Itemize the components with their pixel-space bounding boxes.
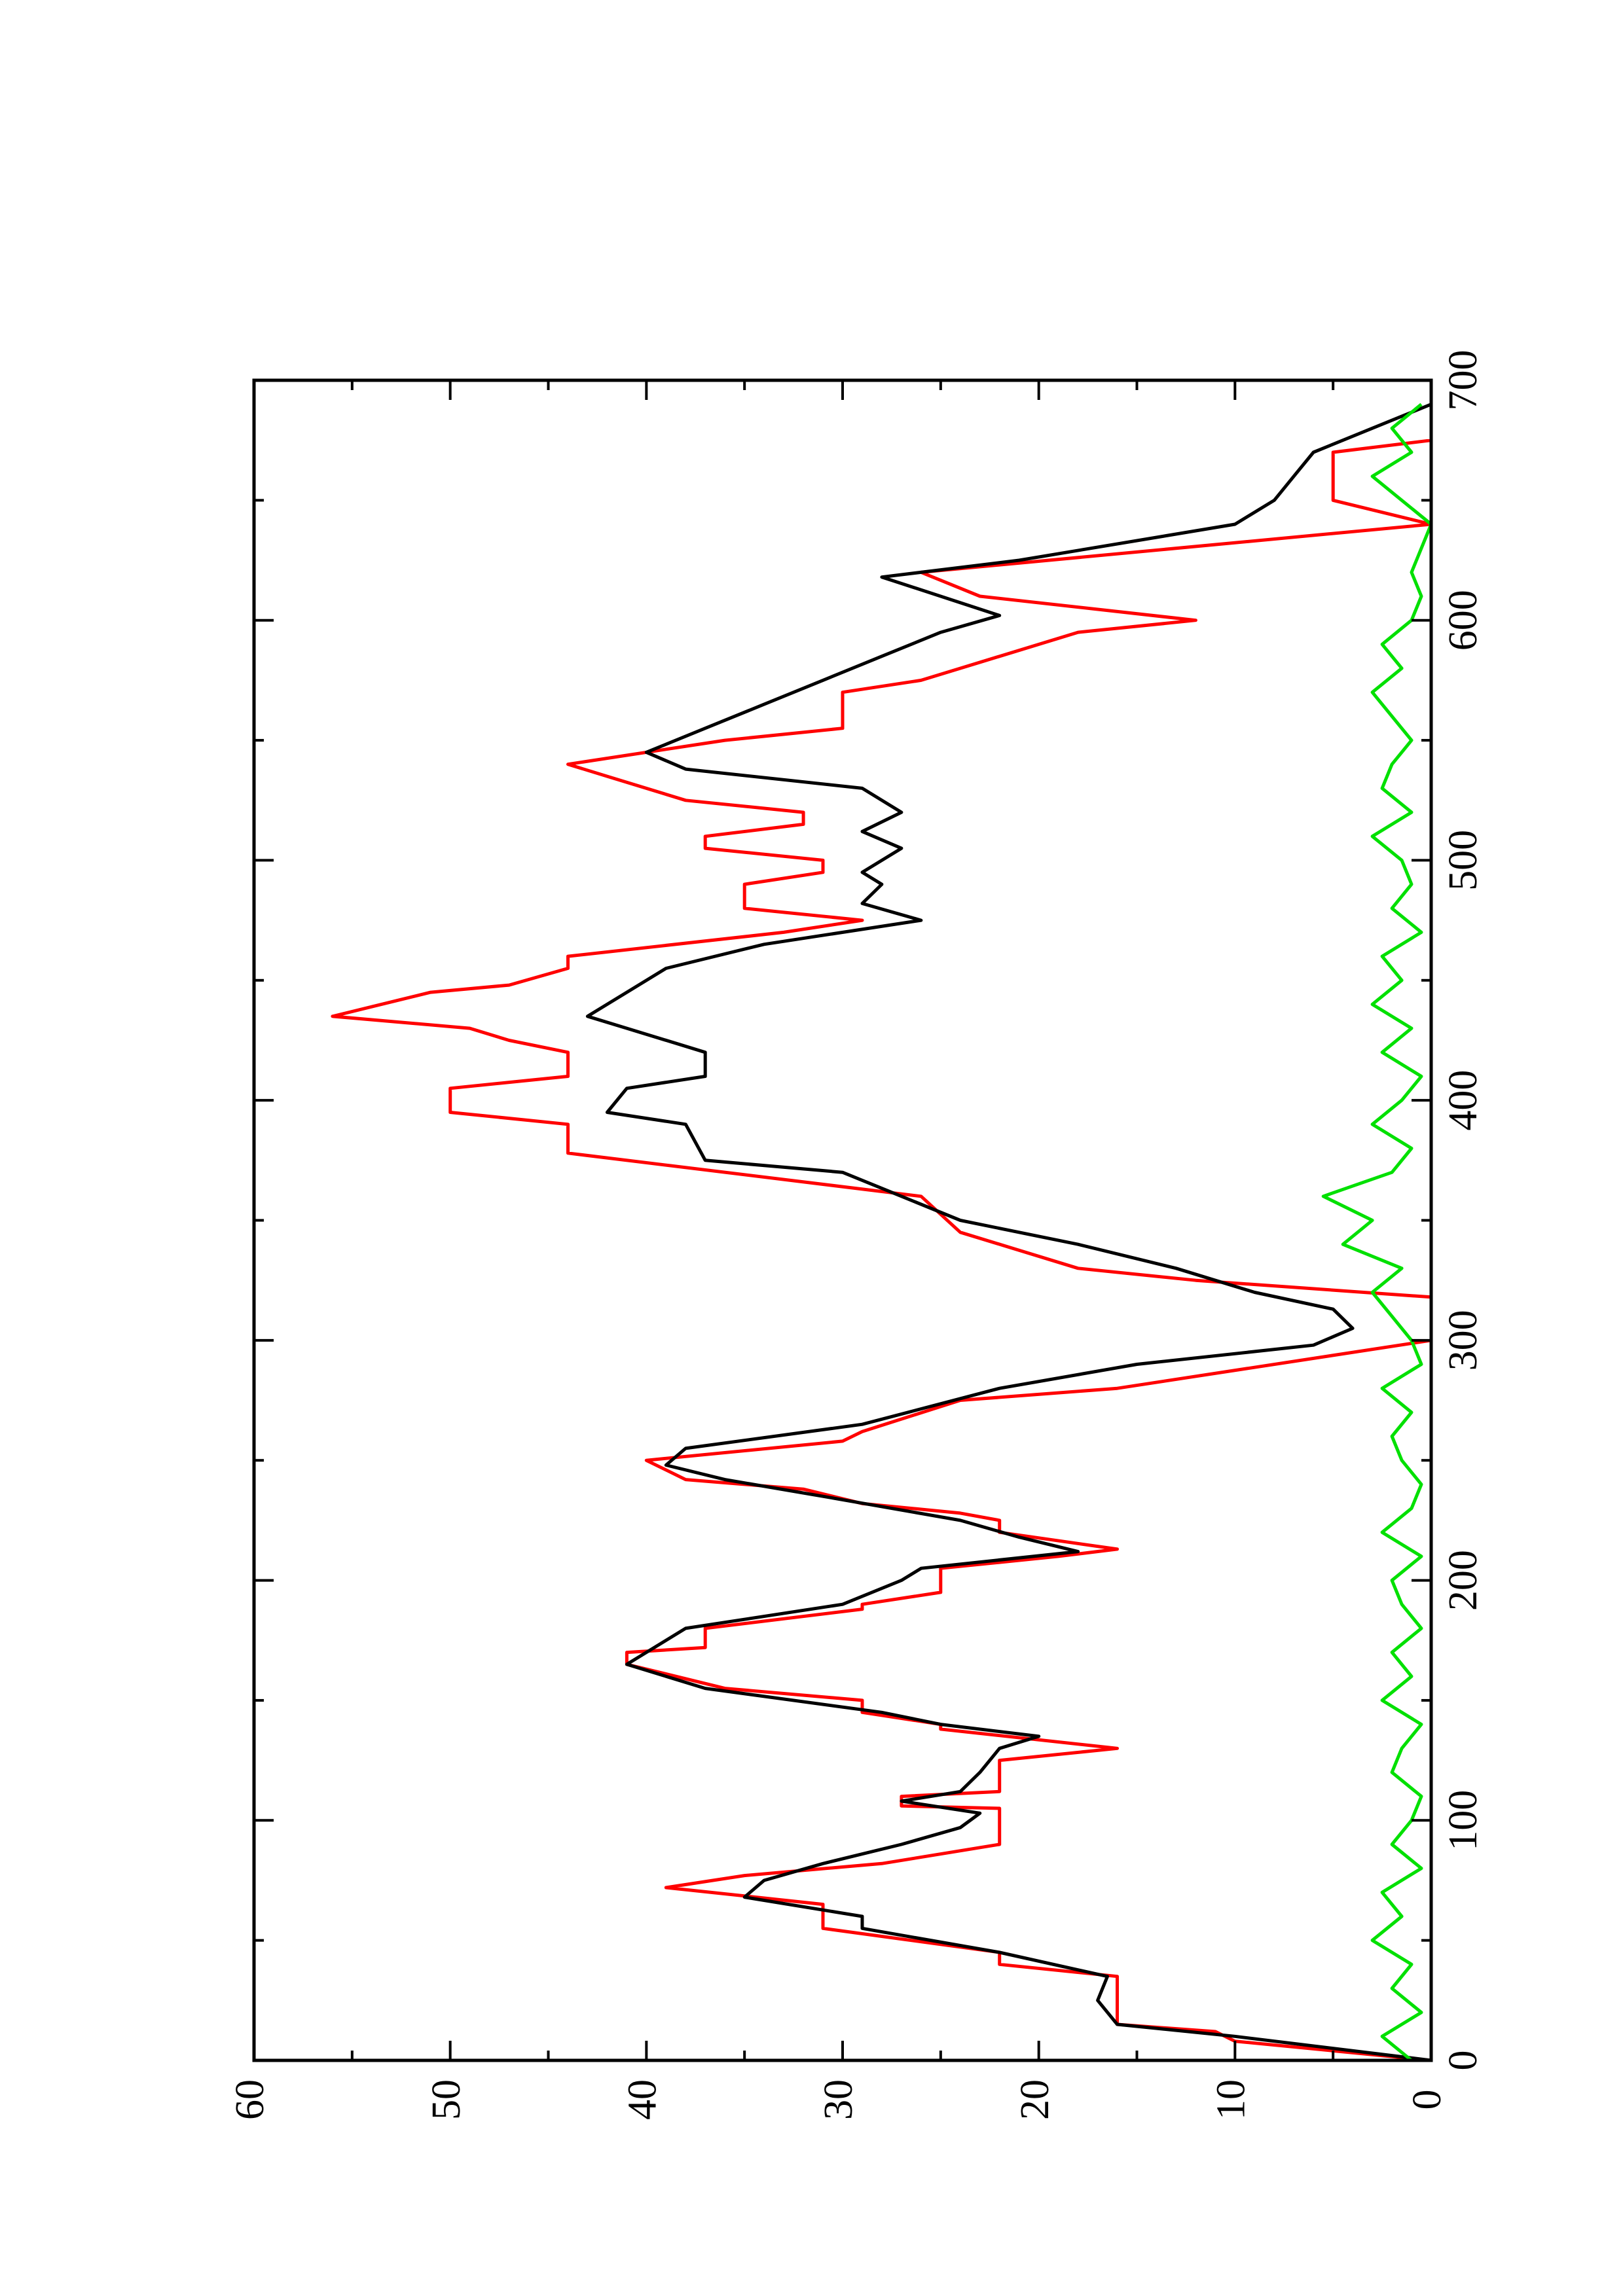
data-line: [1321, 403, 1433, 2062]
y-tick-label: 20: [1013, 2079, 1057, 2120]
data-line: [331, 404, 1433, 2062]
x-tick-label: 500: [1441, 830, 1486, 891]
x-tick-label: 0: [1441, 2051, 1486, 2071]
x-tick-label: 700: [1441, 350, 1486, 411]
y-tick-label: 40: [621, 2079, 665, 2120]
data-line: [585, 403, 1432, 2062]
x-tick-label: 400: [1441, 1070, 1486, 1131]
x-tick-label: 300: [1441, 1310, 1486, 1371]
x-tick-label: 100: [1441, 1790, 1486, 1851]
y-tick-label: 0: [1405, 2090, 1450, 2110]
x-tick-label: 200: [1441, 1550, 1486, 1611]
y-tick-label: 50: [424, 2079, 469, 2120]
y-tick-label: 60: [228, 2079, 272, 2120]
y-tick-label: 10: [1209, 2079, 1254, 2120]
x-tick-label: 600: [1441, 590, 1486, 651]
y-tick-label: 30: [816, 2079, 861, 2120]
